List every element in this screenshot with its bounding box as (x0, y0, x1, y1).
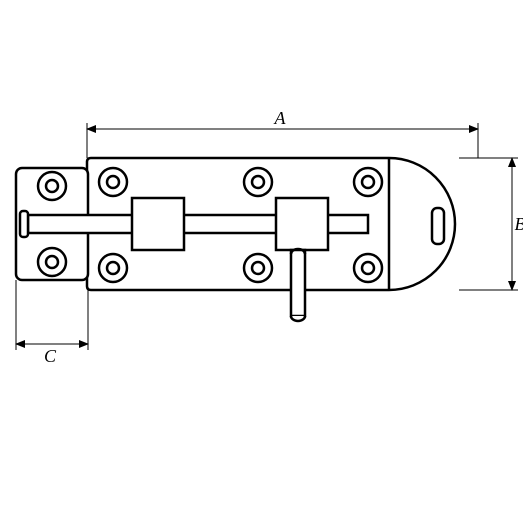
bolt-latch-diagram: A B C (0, 0, 523, 523)
bolt-guide (132, 198, 184, 250)
dimension-label-b: B (515, 214, 523, 234)
bolt-guide (276, 198, 328, 250)
screw-hole (244, 168, 272, 196)
screw-hole (244, 254, 272, 282)
bolt-knob-stem (291, 250, 305, 316)
screw-hole (99, 254, 127, 282)
screw-hole (99, 168, 127, 196)
bolt-tip (20, 211, 28, 237)
dimension-label-a: A (274, 108, 287, 128)
drawing-layer: A B C (16, 108, 523, 366)
dimension-label-c: C (44, 346, 57, 366)
screw-hole (354, 168, 382, 196)
screw-hole (354, 254, 382, 282)
padlock-slot (432, 208, 444, 244)
